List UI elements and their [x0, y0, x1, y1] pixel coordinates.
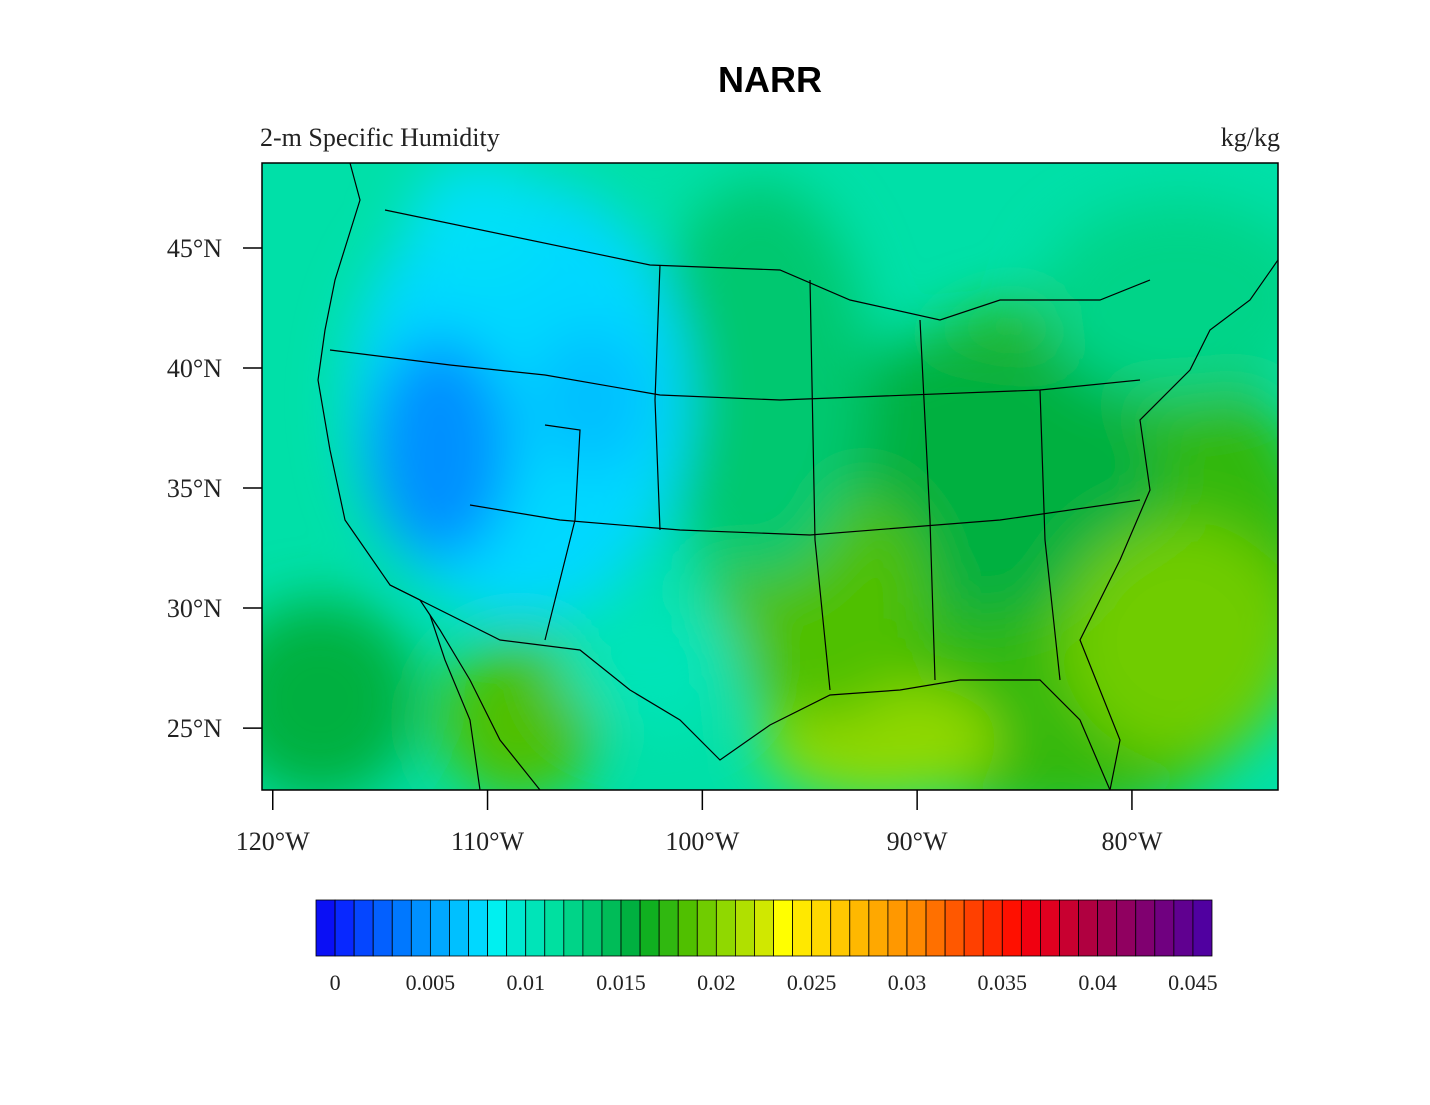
colorbar-label: 0.03 — [888, 970, 927, 995]
colorbar-box — [1135, 899, 1156, 957]
colorbar-box — [487, 899, 508, 957]
map-frame — [261, 162, 1279, 791]
lat-tick-label: 45°N — [167, 234, 222, 263]
colorbar-box — [1040, 899, 1060, 957]
colorbar-box — [1020, 899, 1041, 957]
colorbar-box — [449, 899, 469, 957]
colorbar-label: 0.04 — [1078, 970, 1117, 995]
colorbar-box — [563, 899, 584, 957]
colorbar-box — [639, 899, 660, 957]
colorbar-box — [696, 899, 717, 957]
colorbar-box — [754, 899, 774, 957]
lat-tick-label: 25°N — [167, 714, 222, 743]
colorbar-box — [811, 899, 832, 957]
colorbar-box — [353, 899, 374, 957]
colorbar-box — [468, 899, 488, 957]
title: NARR — [718, 59, 822, 100]
colorbar-box — [1116, 899, 1137, 957]
colorbar-box — [582, 899, 603, 957]
colorbar-label: 0.035 — [978, 970, 1028, 995]
colorbar-box — [830, 899, 851, 957]
subtitle-right: kg/kg — [1221, 123, 1280, 152]
colorbar-box — [1097, 899, 1118, 957]
colorbar-box — [849, 899, 870, 957]
colorbar-box — [906, 899, 927, 957]
colorbar-box — [1078, 899, 1099, 957]
colorbar-box — [982, 899, 1003, 957]
colorbar-box — [887, 899, 908, 957]
colorbar-box — [620, 899, 641, 957]
colorbar-box — [1154, 899, 1175, 957]
colorbar-label: 0.045 — [1168, 970, 1218, 995]
colorbar-box — [372, 899, 393, 957]
colorbar-box — [1001, 899, 1022, 957]
colorbar-label: 0.025 — [787, 970, 837, 995]
subtitle-left: 2-m Specific Humidity — [260, 123, 500, 152]
colorbar-box — [601, 899, 622, 957]
colorbar-box — [525, 899, 546, 957]
colorbar-box — [391, 899, 412, 957]
colorbar-label: 0.015 — [596, 970, 646, 995]
map-field — [262, 163, 1278, 790]
lon-tick-label: 100°W — [665, 827, 739, 856]
colorbar-box — [410, 899, 431, 957]
colorbar-box — [315, 899, 336, 957]
colorbar-box — [868, 899, 889, 957]
lon-tick-label: 80°W — [1101, 827, 1162, 856]
colorbar-label: 0 — [330, 970, 341, 995]
colorbar-box — [715, 899, 736, 957]
colorbar-label: 0.02 — [697, 970, 736, 995]
colorbar-box — [1173, 899, 1194, 957]
lat-tick-label: 40°N — [167, 354, 222, 383]
colorbar-box — [773, 899, 793, 957]
colorbar-label: 0.01 — [506, 970, 545, 995]
colorbar-box — [334, 899, 355, 957]
colorbar-box — [925, 899, 946, 957]
lat-tick-label: 35°N — [167, 474, 222, 503]
colorbar-box — [944, 899, 965, 957]
colorbar-box — [963, 899, 984, 957]
colorbar-box — [735, 899, 755, 957]
colorbar-label: 0.005 — [406, 970, 456, 995]
colorbar-box — [1059, 899, 1079, 957]
lon-tick-label: 110°W — [451, 827, 524, 856]
lon-tick-label: 90°W — [887, 827, 948, 856]
colorbar-box — [677, 899, 698, 957]
lat-tick-label: 30°N — [167, 594, 222, 623]
colorbar-box — [429, 899, 450, 957]
colorbar-box — [506, 899, 527, 957]
colorbar-box — [1192, 899, 1213, 957]
colorbar-box — [658, 899, 679, 957]
colorbar-box — [544, 899, 565, 957]
lon-tick-label: 120°W — [236, 827, 310, 856]
colorbar-box — [792, 899, 813, 957]
